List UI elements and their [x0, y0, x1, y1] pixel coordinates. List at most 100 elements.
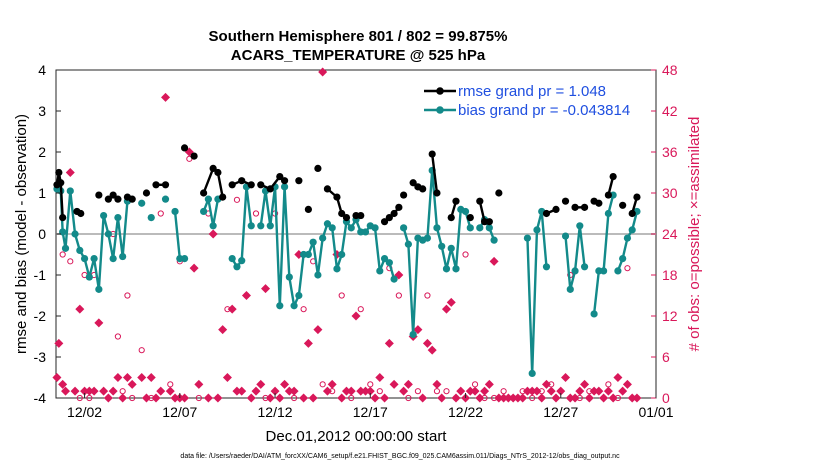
bias-point: [304, 250, 312, 259]
bias-point: [285, 273, 293, 281]
y2-tick-label: 30: [662, 185, 678, 201]
rmse-point: [619, 201, 627, 209]
obs-assimilated-marker: [484, 379, 494, 389]
obs-assimilated-marker: [532, 386, 542, 396]
bias-point: [461, 207, 470, 216]
obs-possible-marker: [357, 306, 364, 313]
obs-assimilated-marker: [384, 338, 394, 348]
obs-possible-marker: [214, 394, 222, 402]
bias-point: [319, 234, 327, 242]
obs-assimilated-marker: [441, 304, 451, 314]
rmse-point: [180, 144, 189, 152]
obs-assimilated-marker: [594, 386, 604, 396]
obs-assimilated-marker: [370, 393, 380, 403]
obs-assimilated-marker: [137, 373, 147, 382]
rmse-point: [390, 209, 398, 218]
rmse-point: [338, 209, 346, 218]
legend-rmse-marker: [436, 87, 444, 95]
obs-possible-marker: [329, 388, 336, 395]
y2-tick-label: 18: [662, 267, 678, 283]
obs-possible-marker: [243, 292, 250, 299]
y2-tick-label: 6: [662, 349, 670, 365]
obs-assimilated-marker: [627, 393, 637, 403]
obs-assimilated-marker: [432, 379, 442, 389]
bias-point: [628, 226, 636, 234]
obs-assimilated-marker: [99, 386, 109, 396]
bias-point: [590, 310, 598, 318]
bias-point: [338, 250, 346, 259]
obs-assimilated-marker: [284, 386, 294, 396]
rmse-point: [114, 195, 122, 203]
bias-point: [119, 252, 127, 261]
obs-assimilated-marker: [94, 318, 104, 328]
legend-bias-marker: [436, 106, 444, 114]
obs-possible-marker: [148, 394, 155, 402]
obs-assimilated-marker: [389, 379, 399, 389]
obs-assimilated-marker: [584, 393, 594, 403]
bias-point: [385, 259, 393, 267]
obs-assimilated-marker: [632, 393, 642, 403]
bias-point: [238, 257, 246, 265]
rmse-point: [95, 191, 103, 199]
obs-assimilated-marker: [141, 393, 151, 403]
obs-assimilated-marker: [589, 386, 599, 396]
y-tick-label: 3: [38, 103, 46, 119]
rmse-point: [55, 168, 63, 177]
obs-count-markers: [52, 67, 642, 403]
obs-assimilated-marker: [475, 393, 485, 403]
rmse-point: [200, 189, 208, 197]
obs-assimilated-marker: [170, 393, 180, 403]
bias-point: [380, 255, 389, 263]
obs-assimilated-marker: [365, 386, 375, 396]
obs-possible-marker: [452, 394, 460, 402]
obs-possible-marker: [405, 394, 412, 402]
obs-assimilated-marker: [518, 393, 528, 403]
bias-point: [314, 271, 322, 279]
rmse-point: [314, 164, 322, 172]
bias-point: [580, 263, 589, 271]
obs-assimilated-marker: [208, 229, 218, 239]
obs-assimilated-marker: [346, 386, 356, 396]
bias-point: [76, 246, 84, 254]
obs-assimilated-marker: [89, 386, 99, 396]
rmse-point: [57, 179, 65, 187]
y-axis-label: rmse and bias (model - observation): [13, 114, 30, 354]
rmse-point: [128, 195, 136, 203]
bias-point: [523, 234, 532, 242]
bias-point: [404, 240, 412, 248]
bias-point: [171, 207, 179, 216]
rmse-point: [552, 205, 560, 213]
obs-assimilated-marker: [327, 379, 337, 389]
y2-tick-label: 12: [662, 308, 678, 324]
bias-point: [104, 230, 112, 238]
rmse-point: [266, 185, 274, 193]
legend-rmse-label: rmse grand pr = 1.048: [458, 83, 606, 100]
obs-assimilated-marker: [113, 373, 123, 382]
rmse-point: [190, 152, 198, 160]
rmse-point: [447, 214, 455, 222]
bias-point: [90, 255, 98, 263]
x-axis-label: Dec.01,2012 00:00:00 start: [266, 428, 448, 445]
obs-possible-marker: [281, 381, 288, 388]
obs-possible-marker: [586, 388, 593, 395]
bias-point: [233, 263, 241, 271]
bias-point: [266, 222, 274, 230]
obs-possible-marker: [157, 210, 164, 217]
bias-point: [257, 222, 265, 230]
bias-point: [138, 199, 146, 207]
bias-series: [53, 166, 641, 377]
rmse-point: [476, 197, 484, 205]
obs-assimilated-marker: [54, 338, 64, 348]
obs-assimilated-marker: [522, 386, 532, 396]
obs-assimilated-marker: [375, 373, 385, 382]
y2-tick-label: 42: [662, 103, 678, 119]
obs-possible-marker: [500, 388, 507, 395]
obs-assimilated-marker: [261, 284, 271, 294]
rmse-point: [571, 203, 579, 211]
obs-assimilated-marker: [499, 393, 509, 403]
chart-title-line-1: Southern Hemisphere 801 / 802 = 99.875%: [209, 28, 508, 45]
x-tick-label: 01/01: [638, 404, 673, 420]
rmse-line: [430, 153, 439, 194]
obs-possible-marker: [433, 388, 441, 395]
bias-point: [423, 234, 432, 242]
